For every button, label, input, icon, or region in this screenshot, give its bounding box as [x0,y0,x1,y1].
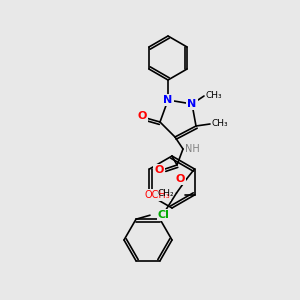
Text: N: N [164,95,172,105]
Text: O: O [137,111,147,121]
Text: NH: NH [185,144,200,154]
Text: O: O [175,174,184,184]
Text: N: N [188,99,196,109]
Text: CH₃: CH₃ [212,119,229,128]
Text: OCH₃: OCH₃ [145,190,170,200]
Text: O: O [154,165,164,175]
Text: CH₃: CH₃ [206,92,223,100]
Text: Cl: Cl [158,210,170,220]
Text: CH₂: CH₂ [158,188,175,197]
